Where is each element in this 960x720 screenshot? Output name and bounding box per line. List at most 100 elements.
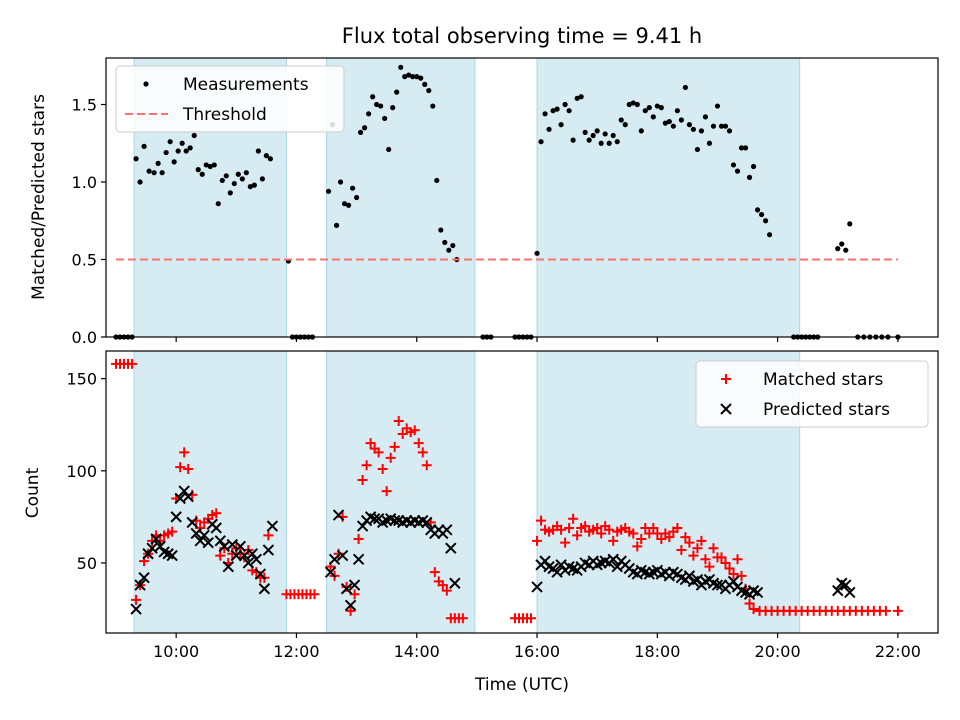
measurement-point — [349, 185, 356, 191]
measurement-point — [333, 222, 340, 228]
measurement-point — [706, 140, 713, 146]
legend-x-marker — [720, 403, 732, 415]
matched-star-point — [880, 605, 891, 616]
measurement-point — [159, 170, 165, 176]
measurement-point — [191, 132, 197, 139]
matched-star-point — [421, 460, 432, 471]
chart-title: Flux total observing time = 9.41 h — [342, 24, 702, 48]
measurement-point — [562, 101, 568, 108]
measurement-point — [247, 184, 253, 190]
measurement-point — [141, 143, 147, 149]
measurement-point — [370, 94, 376, 100]
measurement-point — [839, 241, 845, 247]
measurement-point — [694, 146, 701, 153]
matched-star-point — [892, 605, 903, 616]
measurement-point — [406, 72, 412, 78]
matched-star-point — [684, 537, 695, 548]
matched-star-point — [604, 524, 615, 535]
observing-window-band — [326, 57, 476, 338]
predicted-star-point — [166, 549, 178, 562]
measurement-point — [450, 242, 456, 249]
measurement-point — [137, 179, 143, 185]
matched-star-point — [704, 561, 715, 572]
measurement-point — [426, 87, 432, 94]
measurement-point — [730, 162, 737, 168]
predicted-star-point — [832, 584, 844, 597]
predicted-star-point — [449, 577, 461, 589]
measurement-point — [175, 148, 181, 154]
matched-star-point — [716, 552, 727, 563]
measurement-point — [390, 105, 396, 111]
measurement-point — [614, 139, 620, 145]
predicted-star-point — [368, 513, 381, 525]
matched-star-point — [377, 463, 388, 474]
matched-star-point — [397, 428, 408, 439]
matched-star-point — [385, 452, 396, 463]
predicted-star-point — [150, 533, 162, 545]
x-tick-label: 22:00 — [875, 642, 921, 661]
measurement-point — [358, 129, 364, 135]
measurement-point — [133, 156, 139, 162]
y-tick-label: 50 — [77, 554, 97, 573]
predicted-star-point — [214, 535, 226, 547]
y-tick-label: 150 — [66, 370, 97, 389]
measurement-point — [634, 101, 640, 108]
predicted-star-point — [170, 511, 182, 523]
predicted-star-point — [258, 583, 271, 595]
measurement-point — [546, 126, 552, 132]
legend-plus-marker — [721, 374, 731, 384]
measurement-point — [578, 94, 584, 100]
matched-star-point — [263, 530, 274, 541]
predicted-star-point — [210, 522, 222, 534]
measurement-point — [650, 114, 656, 120]
matched-star-point — [724, 563, 735, 574]
matched-star-point — [131, 594, 142, 605]
series-matched-stars — [111, 358, 903, 624]
measurement-point — [586, 137, 592, 143]
measurement-point — [630, 100, 636, 106]
matched-star-point — [437, 580, 448, 591]
matched-star-point — [429, 567, 440, 578]
measurement-point — [670, 123, 676, 129]
measurement-point — [446, 247, 452, 253]
measurement-point — [682, 84, 688, 91]
measurement-point — [738, 145, 745, 151]
predicted-star-point — [186, 516, 198, 529]
predicted-star-point — [182, 490, 194, 503]
measurement-point — [219, 177, 225, 184]
predicted-star-point — [234, 540, 247, 553]
matched-star-point — [628, 528, 639, 539]
predicted-star-point — [352, 553, 365, 565]
legend-box — [115, 65, 345, 133]
matched-star-point — [748, 604, 759, 615]
measurement-point — [610, 132, 616, 139]
predicted-star-point — [198, 529, 210, 542]
matched-star-point — [744, 598, 755, 609]
matched-star-point — [215, 550, 226, 561]
predicted-star-point — [844, 586, 856, 599]
measurement-point — [259, 176, 265, 182]
measurement-point — [847, 221, 853, 227]
measurement-point — [195, 167, 201, 173]
predicted-star-point — [445, 542, 457, 554]
measurement-point — [554, 106, 560, 112]
legend-label: Predicted stars — [763, 400, 890, 420]
predicted-star-point — [336, 549, 349, 562]
matched-star-point — [656, 534, 667, 544]
predicted-star-point — [254, 568, 267, 580]
measurement-point — [239, 176, 245, 182]
y-axis-label: Count — [23, 467, 43, 518]
matched-star-point — [349, 589, 360, 600]
matched-star-point — [179, 447, 190, 458]
measurement-point — [438, 227, 444, 233]
predicted-star-point — [246, 548, 259, 560]
measurement-point — [163, 149, 169, 156]
predicted-star-point — [262, 544, 275, 556]
measurement-point — [550, 108, 556, 114]
measurement-point — [215, 201, 221, 207]
x-tick-label: 16:00 — [514, 642, 560, 661]
matched-star-point — [580, 521, 591, 532]
matched-star-point — [381, 486, 392, 497]
matched-star-point — [526, 613, 537, 624]
measurement-point — [642, 108, 648, 114]
